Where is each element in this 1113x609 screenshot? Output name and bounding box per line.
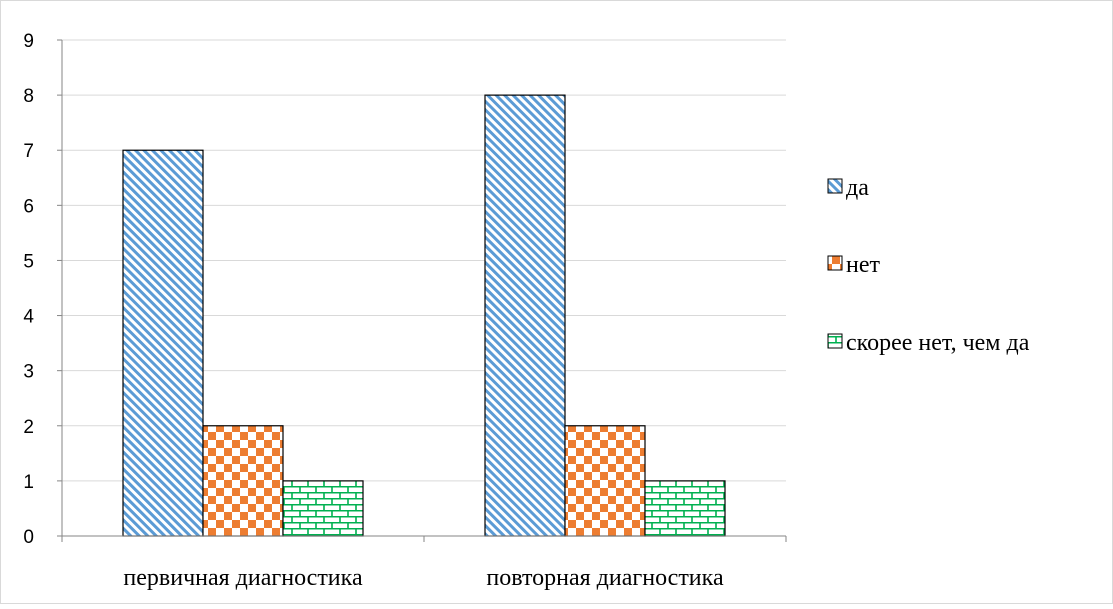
bar-2-3 [644,480,726,537]
legend-swatch-1 [827,178,843,194]
legend-label-3: скорее нет, чем да [846,330,1030,356]
y-tick-label-9: 9 [23,31,34,52]
bar-1-2 [202,425,284,537]
y-tick-label-2: 2 [23,417,34,438]
legend-label-2: нет [846,252,880,278]
y-tick-label-4: 4 [23,307,34,328]
y-tick-label-6: 6 [23,196,34,217]
legend-swatch-3 [827,333,843,349]
y-tick-label-5: 5 [23,251,34,272]
y-tick-label-3: 3 [23,362,34,383]
axes: 0 1 2 3 4 5 6 7 8 9 первичная диагностика повторная… [23,31,787,591]
legend-label-1: да [846,175,869,201]
x-category-label-1: первичная диагностика [123,565,363,591]
bar-2-1 [484,94,566,537]
y-tick-label-8: 8 [23,86,34,107]
y-tick-label-0: 0 [23,527,34,548]
bar-1-3 [282,480,364,537]
bar-2-2 [564,425,646,537]
y-tick-label-7: 7 [23,141,34,162]
legend-swatch-2 [827,255,843,271]
bars [122,94,726,537]
x-category-label-2: повторная диагностика [486,565,724,591]
bar-1-1 [122,149,204,537]
legend: да нет скорее нет, чем да [827,175,1030,356]
y-tick-label-1: 1 [23,472,34,493]
